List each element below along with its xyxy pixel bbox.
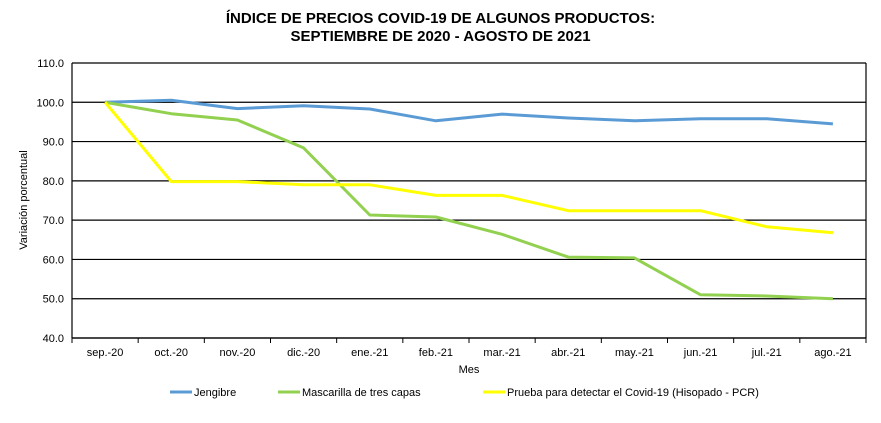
x-tick-label: oct.-20 — [154, 347, 188, 359]
x-tick-label: nov.-20 — [219, 347, 255, 359]
x-tick-label: ene.-21 — [351, 347, 388, 359]
x-tick-label: mar.-21 — [483, 347, 520, 359]
legend: Jengibre Mascarilla de tres capas Prueba p… — [170, 387, 759, 399]
y-tick-label: 110.0 — [37, 58, 64, 70]
plot-frame — [71, 63, 867, 339]
y-axis-title: Variación porcentual — [18, 150, 30, 249]
legend-label: Jengibre — [194, 387, 236, 399]
series-lines — [103, 98, 834, 301]
chart-title: ÍNDICE DE PRECIOS COVID-19 DE ALGUNOS PR… — [225, 10, 656, 27]
x-tick-label: sep.-20 — [87, 347, 124, 359]
y-tick-label: 80.0 — [43, 176, 64, 188]
chart-subtitle: SEPTIEMBRE DE 2020 - AGOSTO DE 2021 — [290, 28, 591, 45]
y-tick-label: 40.0 — [43, 333, 64, 345]
y-tick-label: 70.0 — [43, 215, 64, 227]
x-axis-ticks: sep.-20 oct.-20 nov.-20 dic.-20 ene.-21 feb.-… — [71, 338, 867, 359]
x-tick-label: feb.-21 — [419, 347, 453, 359]
legend-label: Prueba para detectar el Covid-19 (Hisopa… — [507, 387, 759, 399]
series-line-0 — [105, 98, 834, 126]
y-tick-label: 100.0 — [36, 97, 64, 109]
series-line-2 — [103, 101, 834, 235]
x-tick-label: jul.-21 — [751, 347, 782, 359]
x-axis-title: Mes — [459, 364, 480, 376]
x-tick-label: jun.-21 — [683, 347, 718, 359]
x-tick-label: abr.-21 — [551, 347, 585, 359]
series-line-1 — [104, 100, 833, 301]
y-tick-label: 90.0 — [43, 137, 64, 149]
y-axis-ticks: 40.0 50.0 60.0 70.0 80.0 90.0 100.0 110.0 — [36, 58, 64, 345]
x-tick-label: ago.-21 — [814, 347, 851, 359]
x-tick-label: dic.-20 — [287, 347, 320, 359]
x-tick-label: may.-21 — [615, 347, 654, 359]
legend-label: Mascarilla de tres capas — [302, 387, 421, 399]
y-tick-label: 50.0 — [43, 294, 64, 306]
y-tick-label: 60.0 — [43, 254, 64, 266]
